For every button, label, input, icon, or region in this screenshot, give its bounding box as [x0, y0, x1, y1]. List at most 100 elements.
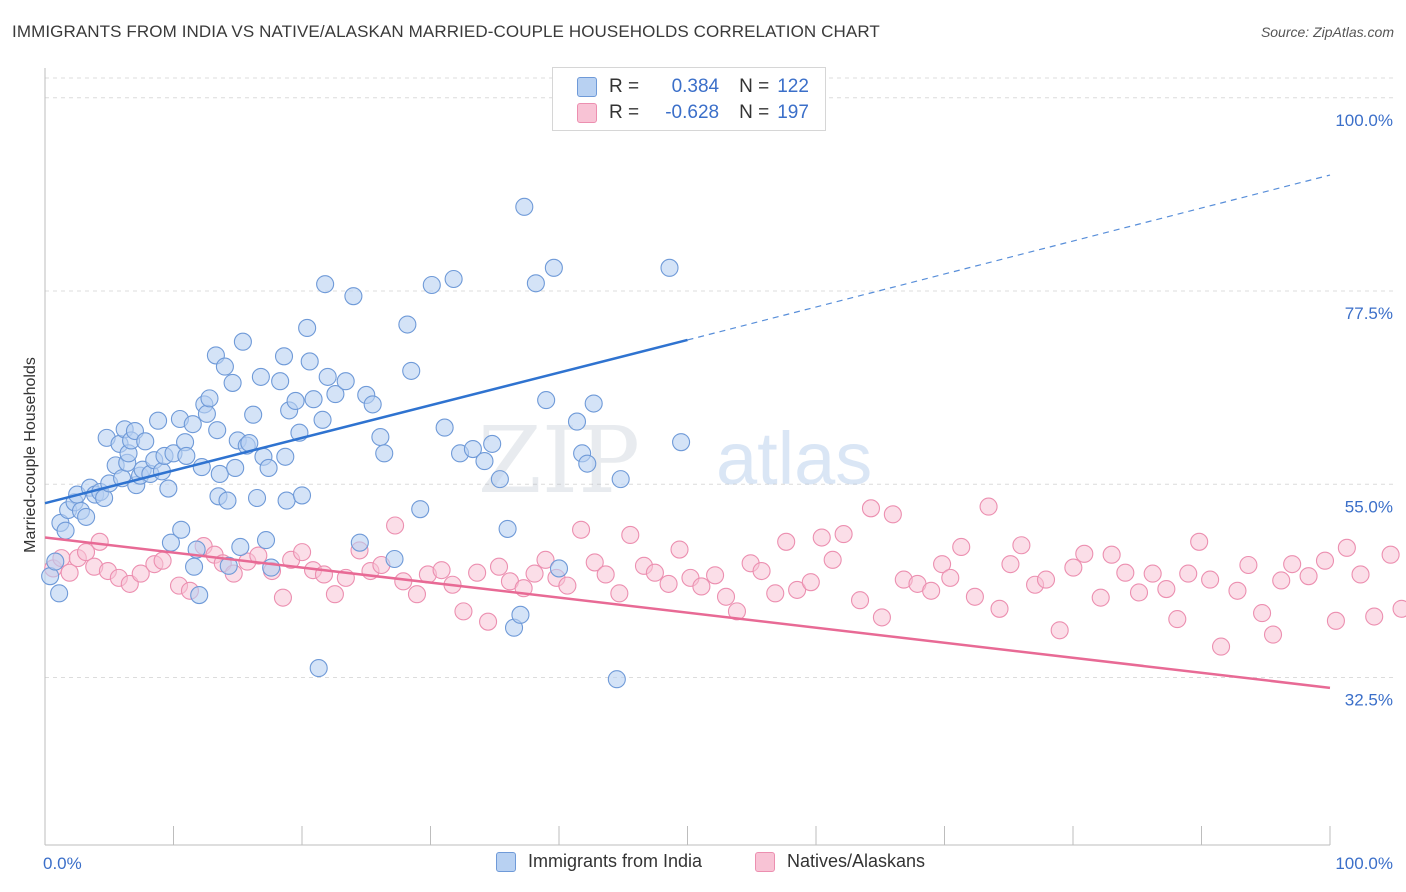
x-tick-label: 0.0% — [43, 854, 82, 873]
india-point — [567, 412, 587, 431]
india-point — [660, 258, 679, 277]
india-point — [77, 507, 96, 526]
chart-title: IMMIGRANTS FROM INDIA VS NATIVE/ALASKAN … — [12, 22, 880, 41]
india-point — [336, 372, 355, 391]
native-point — [1064, 558, 1083, 577]
native-point — [1050, 621, 1069, 640]
india-point — [672, 433, 691, 452]
native-point — [1337, 538, 1356, 557]
legend-r-value: -0.628 — [665, 102, 720, 123]
india-point — [578, 454, 597, 473]
india-point — [136, 432, 155, 451]
legend-row-india: R = 0.384 N = 122 — [577, 75, 809, 99]
india-point — [149, 411, 168, 430]
legend-n-label: N = — [739, 76, 770, 97]
native-point — [90, 532, 109, 551]
native-point — [1253, 604, 1272, 623]
india-trend-line — [44, 338, 688, 505]
native-point — [572, 520, 591, 539]
native-point — [525, 564, 544, 583]
india-point — [251, 367, 270, 386]
legend-n-label: N = — [739, 102, 770, 123]
india-point — [549, 559, 569, 578]
native-point — [536, 550, 555, 569]
india-point — [544, 258, 563, 277]
native-point — [812, 528, 831, 547]
native-point — [692, 577, 711, 596]
india-point — [210, 464, 229, 484]
india-point — [515, 197, 534, 216]
india-point — [584, 394, 603, 413]
india-point — [183, 415, 202, 434]
india-point — [286, 391, 305, 411]
india-point — [226, 458, 245, 477]
native-point — [706, 566, 725, 585]
legend-n-value: 197 — [777, 102, 809, 123]
y-tick-label: 77.5% — [1345, 304, 1393, 323]
native-point — [979, 497, 998, 516]
legend-r-label: R = — [609, 102, 640, 123]
native-point — [610, 584, 629, 603]
india-point — [309, 659, 328, 678]
native-point — [861, 499, 881, 518]
native-point — [293, 543, 312, 562]
chart-source: Source: ZipAtlas.com — [1260, 24, 1394, 40]
india-point — [475, 452, 494, 471]
native-point — [1168, 610, 1187, 629]
india-point — [511, 605, 530, 624]
native-points — [44, 497, 1406, 656]
india-point — [277, 491, 296, 510]
native-point — [1263, 625, 1283, 644]
native-point — [1326, 611, 1345, 630]
native-point — [454, 602, 473, 621]
native-point — [752, 561, 771, 581]
watermark-zip: ZIP — [478, 407, 640, 514]
india-points — [41, 197, 691, 689]
native-point — [249, 546, 268, 565]
native-point — [941, 568, 960, 587]
stats-legend: R = 0.384 N = 122 R = -0.628 N = 197 — [552, 67, 826, 131]
native-point — [922, 581, 941, 600]
grid-lines — [45, 77, 1395, 679]
native-point — [153, 551, 172, 570]
india-point — [411, 500, 430, 519]
india-point — [444, 269, 463, 289]
india-point — [292, 486, 312, 505]
india-point — [172, 520, 191, 539]
axes — [44, 68, 1331, 846]
native-point — [1091, 588, 1110, 607]
india-point — [537, 391, 556, 410]
india-point — [208, 421, 227, 440]
native-point — [766, 584, 785, 603]
india-point — [46, 552, 65, 571]
india-point — [375, 444, 394, 463]
native-point — [558, 576, 577, 595]
native-point — [432, 561, 451, 580]
india-point — [371, 427, 390, 447]
series-legend-india-label: Immigrants from India — [528, 851, 703, 871]
native-point — [850, 591, 870, 610]
trend-lines — [44, 174, 1331, 690]
native-point — [1116, 563, 1135, 582]
native-point — [645, 563, 664, 582]
legend-swatch-india — [577, 77, 597, 97]
native-point — [386, 516, 405, 535]
native-point — [1239, 555, 1258, 575]
india-point — [247, 488, 267, 508]
native-point — [76, 543, 96, 562]
native-point — [1381, 545, 1400, 564]
y-tick-label: 32.5% — [1345, 691, 1393, 710]
india-point — [219, 556, 238, 575]
native-point — [1228, 581, 1247, 600]
native-point — [325, 585, 344, 604]
india-point — [300, 352, 319, 371]
series-legend-india[interactable]: Immigrants from India — [496, 851, 702, 872]
native-point — [468, 563, 487, 582]
native-point — [1299, 567, 1318, 586]
india-point — [422, 275, 441, 295]
india-point — [463, 440, 482, 459]
native-point — [407, 585, 427, 604]
series-legend-native[interactable]: Natives/Alaskans — [755, 851, 925, 872]
india-point — [402, 361, 421, 380]
india-point — [231, 537, 250, 557]
